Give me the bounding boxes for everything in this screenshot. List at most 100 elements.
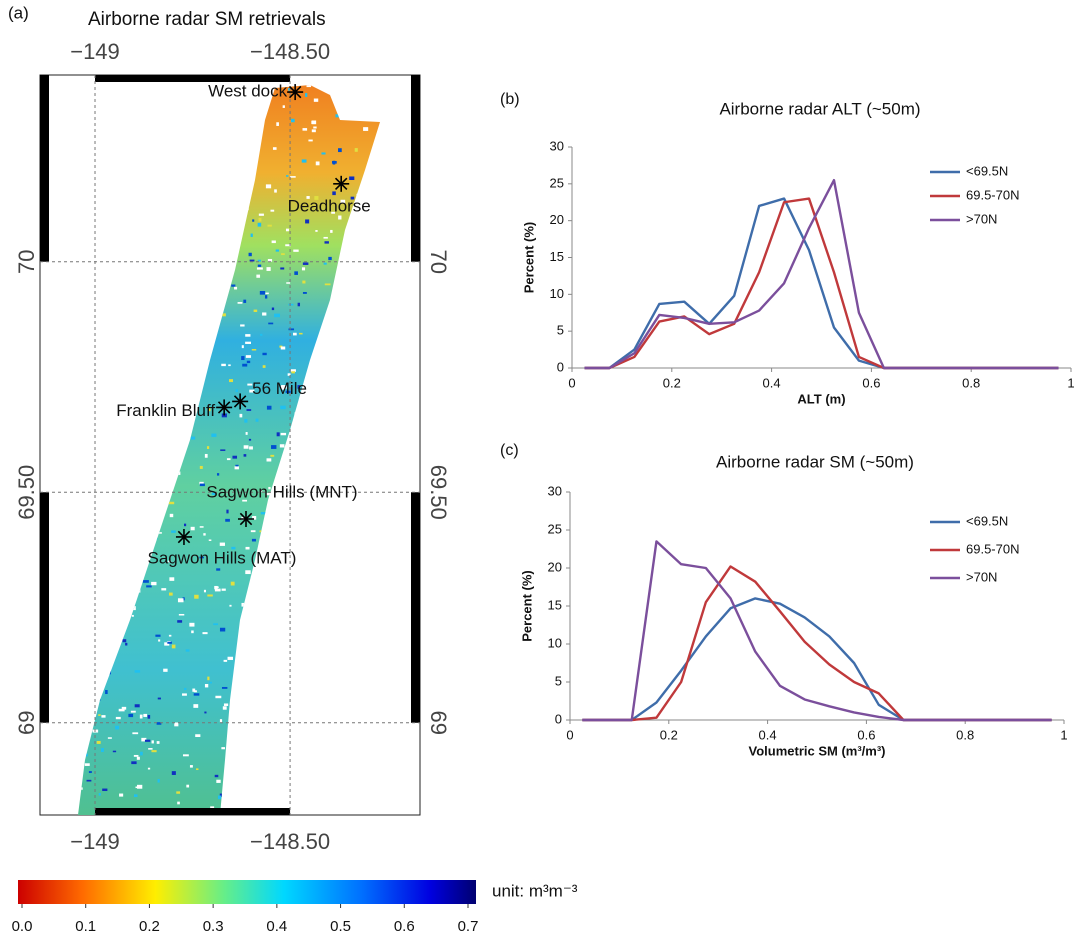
x-tick-label: 1 [1060, 727, 1067, 742]
speck [115, 725, 120, 730]
speck [168, 634, 172, 637]
speck [130, 710, 136, 713]
speck [217, 795, 222, 800]
panel-label: (c) [500, 442, 519, 459]
colorbar-tick-label: 0.0 [12, 918, 33, 935]
speck [96, 740, 101, 744]
site-label: West dock [208, 82, 288, 101]
speck [246, 409, 252, 411]
speck [199, 526, 204, 528]
speck [290, 176, 296, 178]
speck [102, 788, 108, 792]
speck [177, 801, 180, 805]
speck [121, 706, 127, 710]
speck [241, 356, 245, 361]
x-tick-label: 0.4 [763, 375, 781, 390]
speck [260, 489, 263, 492]
speck [266, 458, 272, 462]
speck [221, 588, 226, 591]
speck [211, 433, 217, 437]
speck [219, 627, 226, 632]
speck [308, 139, 313, 142]
y-tick-label: 20 [548, 559, 562, 574]
speck [338, 215, 342, 220]
colorbar-unit: unit: m³m⁻³ [492, 881, 578, 900]
speck [244, 419, 248, 423]
speck [118, 708, 125, 712]
speck [142, 580, 149, 583]
speck [177, 598, 184, 603]
speck [235, 464, 239, 467]
colorbar-tick-label: 0.3 [203, 918, 224, 935]
speck [128, 713, 134, 718]
speck [251, 538, 256, 542]
speck [174, 722, 179, 727]
y-tick-label: 70 [426, 249, 451, 273]
speck [219, 542, 225, 546]
y-tick-label: 10 [548, 635, 562, 650]
speck [245, 334, 251, 337]
y-tick-label: 15 [548, 597, 562, 612]
y-tick-label: 5 [557, 323, 564, 338]
speck [302, 128, 308, 131]
speck [221, 363, 226, 367]
speck [135, 786, 140, 789]
site-label: Sagwon Hills (MAT) [147, 548, 296, 567]
speck [211, 492, 216, 495]
speck [323, 236, 328, 239]
speck [214, 774, 219, 778]
speck [313, 98, 319, 102]
plot-layer: (a) Airborne radar SM retrievals −149 −149 −… [8, 3, 1075, 934]
speck [248, 252, 252, 257]
speck [349, 176, 355, 181]
speck [209, 681, 212, 684]
speck [272, 147, 277, 150]
speck [340, 199, 346, 204]
speck [280, 267, 285, 270]
speck [241, 602, 246, 607]
speck [222, 706, 227, 710]
speck [285, 244, 291, 247]
speck [216, 473, 220, 476]
speck [204, 683, 209, 688]
speck [249, 389, 255, 393]
speck [220, 449, 226, 451]
x-tick-label: 0.2 [660, 727, 678, 742]
speck [125, 642, 128, 646]
speck [214, 585, 218, 590]
speck [281, 385, 287, 389]
border-bar [411, 75, 420, 262]
speck [156, 741, 160, 744]
speck [280, 405, 286, 410]
site-marker [175, 528, 192, 545]
speck [276, 122, 279, 126]
x-tick-label: 0.8 [956, 727, 974, 742]
y-tick-label: 70 [14, 249, 39, 273]
speck [226, 458, 231, 461]
speck [229, 379, 234, 383]
speck [136, 756, 140, 760]
site-label: Franklin Bluff [116, 401, 215, 420]
speck [88, 771, 92, 774]
speck [270, 209, 275, 212]
speck [243, 445, 249, 449]
speck [354, 148, 358, 152]
speck [290, 369, 296, 372]
speck [161, 588, 167, 591]
speck [249, 446, 253, 450]
x-tick-label: 0 [566, 727, 573, 742]
speck [163, 668, 168, 672]
speck [231, 284, 236, 287]
legend-label: 69.5-70N [966, 541, 1019, 556]
x-axis-title: ALT (m) [797, 391, 845, 406]
x-tick-label: 0.6 [857, 727, 875, 742]
speck [228, 364, 231, 367]
speck [271, 307, 275, 311]
speck [288, 88, 291, 91]
speck [229, 604, 232, 607]
x-tick-label: −149 [70, 39, 120, 64]
speck [299, 332, 303, 335]
x-tick-label: −148.50 [250, 829, 330, 854]
speck [313, 126, 317, 129]
colorbar-tick-label: 0.2 [139, 918, 160, 935]
